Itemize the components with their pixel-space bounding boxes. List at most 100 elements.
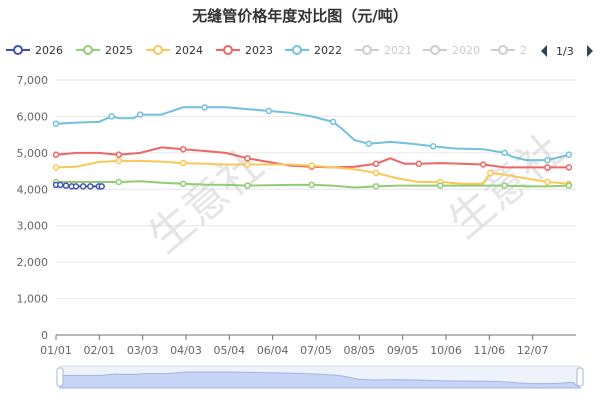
data-point	[115, 151, 123, 158]
data-point	[308, 181, 315, 189]
x-tick-label: 01/01	[40, 344, 72, 357]
data-point	[137, 111, 144, 118]
data-point	[87, 183, 94, 190]
legend-page-indicator: 1/3	[556, 45, 574, 58]
legend-marker	[13, 45, 23, 55]
legend[interactable]: 2026 2025 2024 2023 2022 2021 2020 2 1/3	[6, 44, 593, 58]
zoom-preview	[59, 371, 582, 389]
data-point	[565, 164, 573, 171]
legend-label: 2024	[175, 44, 203, 57]
y-tick-label: 5,000	[17, 147, 49, 160]
data-point	[329, 118, 337, 126]
data-point	[429, 143, 437, 150]
data-point	[244, 182, 251, 189]
data-point	[79, 183, 87, 190]
data-point	[179, 159, 187, 167]
data-point	[544, 156, 551, 164]
data-point	[52, 120, 60, 127]
data-point	[244, 161, 251, 168]
data-point	[565, 151, 573, 158]
legend-marker	[83, 45, 93, 55]
legend-marker	[430, 45, 440, 55]
x-tick-label: 03/03	[127, 344, 159, 357]
legend-label: 2026	[35, 44, 63, 57]
x-tick-label: 04/03	[170, 344, 202, 357]
data-point	[372, 183, 380, 190]
data-point	[115, 178, 123, 186]
legend-label: 2020	[452, 44, 480, 57]
data-point	[415, 160, 423, 168]
y-tick-label: 6,000	[17, 110, 49, 123]
legend-label: 2023	[245, 44, 273, 57]
data-point	[52, 164, 60, 171]
data-zoom-slider[interactable]	[56, 365, 584, 389]
legend-marker	[223, 45, 233, 55]
legend-item-2022[interactable]: 2022	[285, 44, 342, 57]
x-tick-label: 02/01	[83, 344, 115, 357]
watermark: 生意社	[139, 140, 273, 264]
data-point	[62, 182, 70, 189]
legend-label: 2	[520, 44, 527, 57]
x-tick-label: 05/04	[213, 344, 245, 357]
series-lines	[52, 104, 573, 190]
data-point	[487, 169, 494, 177]
legend-item-2025[interactable]: 2025	[76, 44, 133, 57]
data-point	[365, 140, 373, 147]
legend-label: 2021	[384, 44, 412, 57]
legend-item-2020[interactable]: 2020	[423, 44, 480, 57]
legend-item-2[interactable]: 2	[491, 44, 527, 57]
data-point	[437, 182, 444, 189]
data-point	[372, 169, 380, 177]
legend-marker	[153, 45, 163, 55]
data-point	[501, 149, 508, 157]
legend-prev-arrow-icon[interactable]	[541, 45, 547, 57]
series-line	[55, 106, 570, 162]
x-tick-label: 06/04	[257, 344, 289, 357]
data-point	[72, 183, 80, 190]
data-point	[544, 164, 551, 171]
data-point	[501, 182, 508, 189]
data-point	[115, 157, 123, 165]
x-tick-label: 11/06	[473, 344, 505, 357]
data-point	[244, 155, 251, 162]
data-point	[544, 178, 551, 186]
legend-marker	[292, 45, 302, 55]
y-tick-label: 0	[41, 329, 48, 342]
x-tick-label: 08/05	[343, 344, 375, 357]
zoom-handle-left[interactable]	[56, 367, 64, 387]
legend-item-2021[interactable]: 2021	[355, 44, 412, 57]
chart-title: 无缝管价格年度对比图（元/吨）	[192, 7, 408, 25]
series-2025	[52, 178, 573, 190]
watermarks: 生意社 生意社	[139, 125, 573, 264]
legend-marker	[498, 45, 508, 55]
y-tick-label: 1,000	[17, 293, 49, 306]
legend-next-arrow-icon[interactable]	[587, 45, 593, 57]
y-axis: 0 1,000 2,000 3,000 4,000 5,000 6,000 7,000	[17, 74, 49, 342]
y-tick-label: 4,000	[17, 183, 49, 196]
y-tick-label: 7,000	[17, 74, 49, 87]
data-point	[98, 183, 105, 190]
data-point	[565, 182, 573, 189]
data-point	[372, 160, 380, 168]
data-point	[479, 161, 487, 168]
legend-label: 2025	[105, 44, 133, 57]
x-tick-label: 09/05	[387, 344, 419, 357]
x-tick-label: 10/06	[430, 344, 462, 357]
zoom-handle-right[interactable]	[576, 367, 584, 387]
y-tick-label: 3,000	[17, 220, 49, 233]
legend-item-2023[interactable]: 2023	[216, 44, 273, 57]
data-point	[265, 107, 273, 115]
data-point	[179, 145, 187, 153]
data-point	[308, 162, 315, 169]
legend-item-2026[interactable]: 2026	[6, 44, 63, 57]
data-point	[52, 151, 60, 158]
data-point	[201, 104, 208, 111]
legend-item-2024[interactable]: 2024	[146, 44, 203, 57]
series-2026	[52, 181, 105, 190]
legend-label: 2022	[314, 44, 342, 57]
data-point	[108, 113, 115, 120]
data-point	[57, 181, 64, 189]
legend-marker	[362, 45, 372, 55]
x-tick-label: 12/07	[517, 344, 549, 357]
